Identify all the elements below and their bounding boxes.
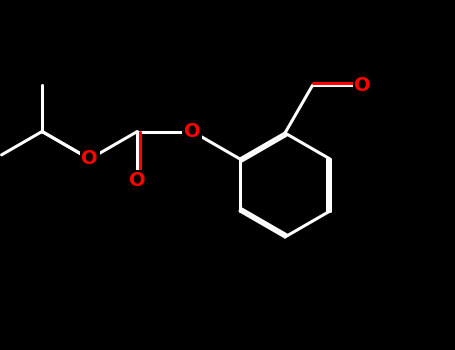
Text: O: O	[354, 76, 371, 95]
Text: O: O	[81, 149, 98, 168]
Text: O: O	[129, 172, 146, 190]
Text: O: O	[184, 122, 201, 141]
